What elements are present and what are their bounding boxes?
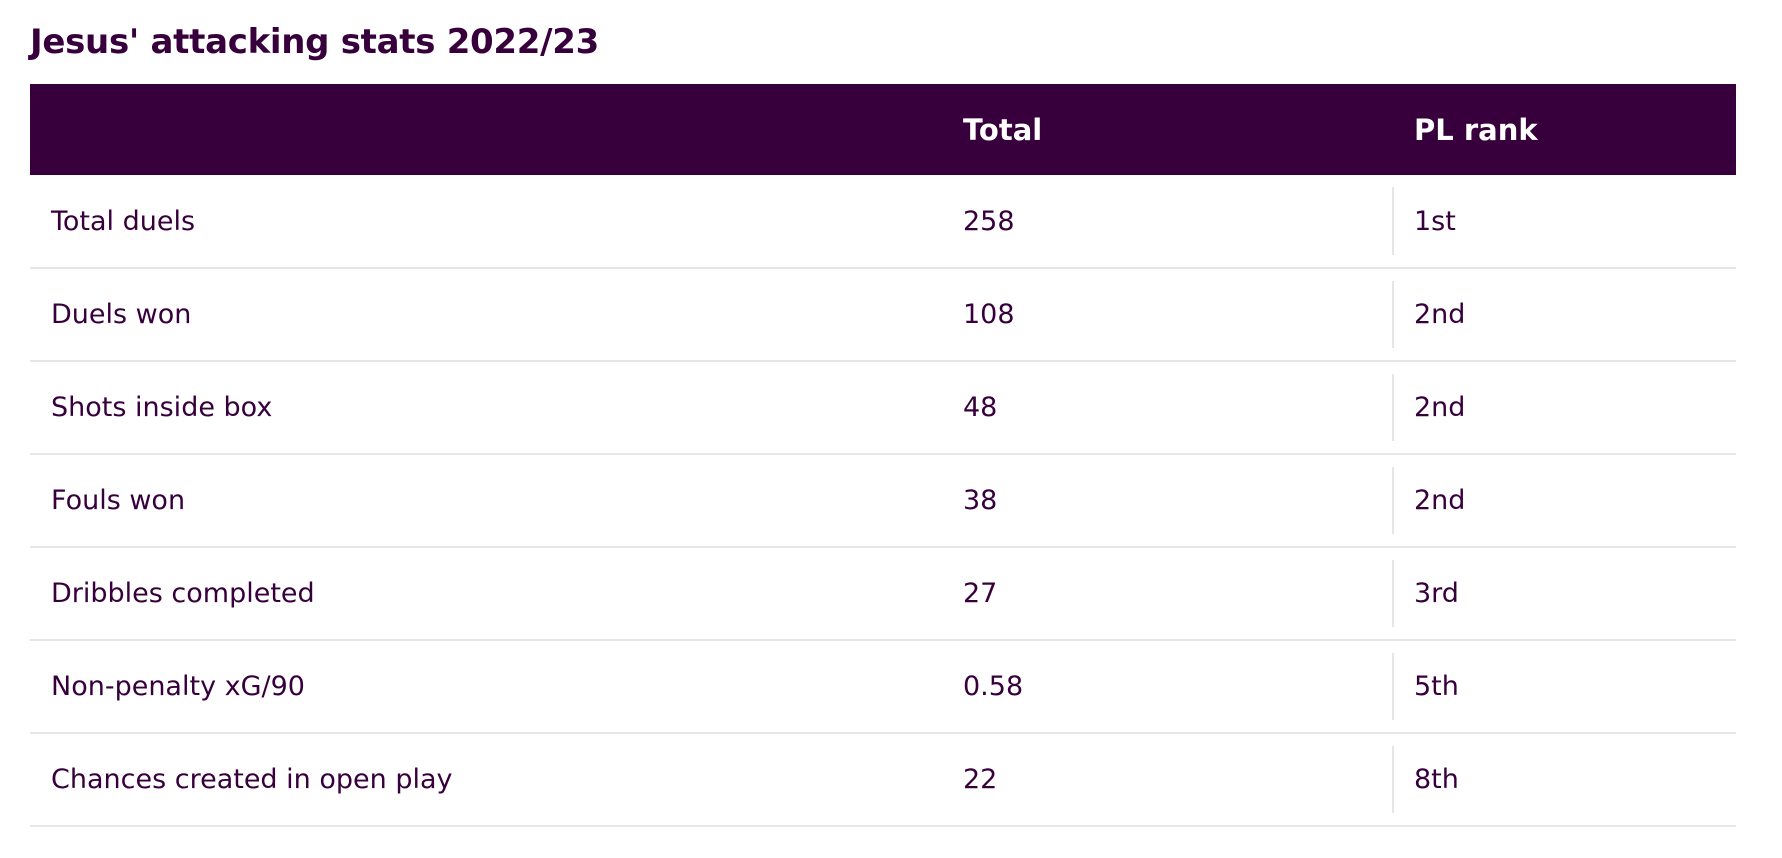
table-row: Total duels 258 1st: [30, 175, 1736, 268]
stat-rank: 2nd: [1414, 485, 1466, 516]
table-row: Dribbles completed 27 3rd: [30, 547, 1736, 640]
stat-total: 258: [963, 175, 1394, 268]
table-header-row: Total PL rank: [30, 84, 1736, 175]
stats-table: Total PL rank Total duels 258 1st Duels …: [30, 84, 1736, 827]
stat-name: Non-penalty xG/90: [51, 671, 305, 702]
stat-total: 0.58: [963, 640, 1394, 733]
table-row: Chances created in open play 22 8th: [30, 733, 1736, 826]
stat-rank: 3rd: [1414, 578, 1459, 609]
stat-name: Chances created in open play: [51, 764, 453, 795]
column-header-rank: PL rank: [1414, 112, 1538, 147]
column-header-total: Total: [963, 112, 1043, 147]
stat-total: 48: [963, 361, 1394, 454]
table-row: Non-penalty xG/90 0.58 5th: [30, 640, 1736, 733]
stat-name: Shots inside box: [51, 392, 273, 423]
stat-rank: 2nd: [1414, 392, 1466, 423]
table-header: Total PL rank: [30, 84, 1736, 175]
table-body: Total duels 258 1st Duels won 108 2nd Sh…: [30, 175, 1736, 826]
stat-name: Duels won: [51, 299, 192, 330]
stat-total: 27: [963, 547, 1394, 640]
page-title: Jesus' attacking stats 2022/23: [30, 22, 599, 62]
stat-rank: 5th: [1414, 671, 1459, 702]
stat-name: Total duels: [51, 205, 196, 237]
table-row: Shots inside box 48 2nd: [30, 361, 1736, 454]
table-row: Duels won 108 2nd: [30, 268, 1736, 361]
stat-rank: 1st: [1414, 205, 1456, 237]
stat-total: 22: [963, 733, 1394, 826]
stat-name: Fouls won: [51, 485, 186, 516]
stat-name: Dribbles completed: [51, 578, 315, 609]
stat-rank: 8th: [1414, 764, 1459, 795]
stat-rank: 2nd: [1414, 299, 1466, 330]
stat-total: 38: [963, 454, 1394, 547]
stat-total: 108: [963, 268, 1394, 361]
table-row: Fouls won 38 2nd: [30, 454, 1736, 547]
column-header-stat: [30, 84, 963, 175]
